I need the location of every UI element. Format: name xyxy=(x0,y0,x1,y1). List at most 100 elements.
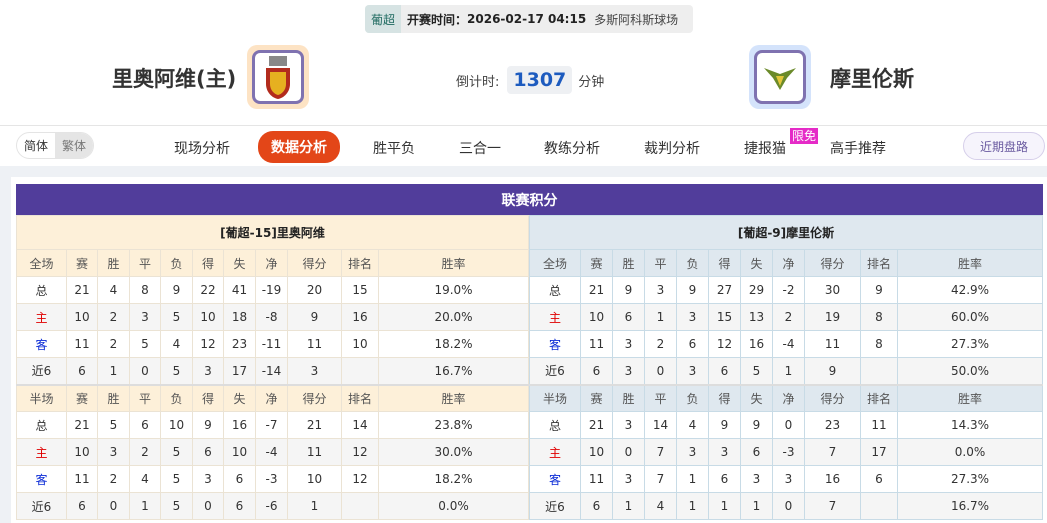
stat-cell: 12 xyxy=(341,465,379,493)
stat-cell: -11 xyxy=(255,330,288,358)
free-badge: 限免 xyxy=(790,128,819,144)
stat-cell: 9 xyxy=(804,357,861,385)
stat-cell: 16 xyxy=(804,465,861,493)
stat-cell: -19 xyxy=(255,276,288,304)
stat-cell: 10 xyxy=(192,303,224,331)
stat-cell: 18.2% xyxy=(378,465,529,493)
stat-cell: 3 xyxy=(676,438,709,466)
table-row: 近6 6 0 1 5 0 6 -6 1 0.0% xyxy=(16,492,529,520)
stat-cell: 4 xyxy=(129,465,161,493)
team-header-row: [葡超-9]摩里伦斯 xyxy=(529,215,1043,250)
stat-cell: 4 xyxy=(644,492,677,520)
stat-cell: 6 xyxy=(192,438,224,466)
stat-cell: 23 xyxy=(804,411,861,439)
stat-cell: 1 xyxy=(97,357,130,385)
language-toggle[interactable]: 简体 繁体 xyxy=(16,132,95,159)
row-label: 客 xyxy=(16,465,67,493)
tab-data-analysis[interactable]: 数据分析 xyxy=(258,131,340,163)
column-header: 失 xyxy=(740,249,773,277)
stat-cell: 10 xyxy=(66,303,98,331)
table-row: 总 21 9 3 9 27 29 -2 30 9 42.9% xyxy=(529,276,1043,304)
stat-cell: 15 xyxy=(708,303,741,331)
stat-cell: 10 xyxy=(341,330,379,358)
stat-cell: 2 xyxy=(129,438,161,466)
column-header: 净 xyxy=(255,249,288,277)
stat-cell: 0.0% xyxy=(897,438,1043,466)
away-team-name[interactable]: 摩里伦斯 xyxy=(830,67,914,91)
away-standings-table: [葡超-9]摩里伦斯 全场赛胜平负得失净得分 排名 胜率总 21 9 3 9 27 29 -2 30 9… xyxy=(529,215,1043,520)
stat-cell: 0.0% xyxy=(378,492,529,520)
stat-cell: 11 xyxy=(287,438,342,466)
lang-simplified[interactable]: 简体 xyxy=(24,139,49,153)
stat-cell: 9 xyxy=(612,276,645,304)
column-header: 失 xyxy=(740,383,773,412)
stat-cell: 10 xyxy=(223,438,256,466)
stat-cell: 0 xyxy=(97,492,130,520)
table-row: 近6 6 3 0 3 6 5 1 9 50.0% xyxy=(529,357,1043,385)
stat-cell: 0 xyxy=(192,492,224,520)
column-header: 失 xyxy=(223,249,256,277)
tab-jiebaomao[interactable]: 捷报猫 xyxy=(744,141,786,157)
stat-cell: 10 xyxy=(66,438,98,466)
countdown-value: 1307 xyxy=(507,66,573,94)
column-header: 胜率 xyxy=(378,249,529,277)
stat-cell: 6 xyxy=(740,438,773,466)
section-label: 全场 xyxy=(529,249,581,277)
column-header: 负 xyxy=(160,383,193,412)
recent-trend-button[interactable]: 近期盘路 xyxy=(963,132,1045,160)
moreirense-crest-icon xyxy=(764,68,796,90)
stat-cell: 6 xyxy=(676,330,709,358)
column-header-row: 全场赛胜平负得失净得分 排名 胜率 xyxy=(16,249,529,277)
row-label: 客 xyxy=(529,465,581,493)
row-label: 客 xyxy=(16,330,67,358)
column-header-row: 全场赛胜平负得失净得分 排名 胜率 xyxy=(529,249,1043,277)
column-header: 净 xyxy=(772,383,805,412)
stat-cell: 17 xyxy=(223,357,256,385)
match-info-bar: 葡超 开赛时间： 2026-02-17 04:15 多斯阿科斯球场 xyxy=(365,5,693,33)
stat-cell: 3 xyxy=(192,357,224,385)
stat-cell: 2 xyxy=(97,465,130,493)
tab-coach-analysis[interactable]: 教练分析 xyxy=(544,141,600,157)
section-label: 半场 xyxy=(16,383,67,412)
row-label: 总 xyxy=(16,411,67,439)
countdown: 倒计时: 1307 分钟 xyxy=(456,66,604,94)
stat-cell: 16 xyxy=(740,330,773,358)
column-header: 得分 xyxy=(287,383,342,412)
stat-cell: 3 xyxy=(97,438,130,466)
tab-expert-picks[interactable]: 高手推荐 xyxy=(830,141,886,157)
countdown-unit: 分钟 xyxy=(578,74,605,90)
tab-three-in-one[interactable]: 三合一 xyxy=(459,141,501,157)
home-team-logo[interactable] xyxy=(247,45,309,109)
column-header: 净 xyxy=(772,249,805,277)
table-row: 总 21 3 14 4 9 9 0 23 11 14.3% xyxy=(529,411,1043,439)
stat-cell: 1 xyxy=(644,303,677,331)
stat-cell: 16.7% xyxy=(897,492,1043,520)
column-header: 平 xyxy=(129,383,161,412)
stat-cell: 19 xyxy=(804,303,861,331)
stat-cell: 7 xyxy=(644,438,677,466)
column-header: 胜 xyxy=(97,249,130,277)
lang-traditional[interactable]: 繁体 xyxy=(55,133,94,158)
column-header: 排名 xyxy=(341,249,379,277)
stat-cell: 3 xyxy=(612,465,645,493)
column-header: 排名 xyxy=(860,249,898,277)
stat-cell: 9 xyxy=(676,276,709,304)
column-header-row: 半场赛胜平负得失净得分 排名 胜率 xyxy=(16,383,529,412)
stat-cell: 3 xyxy=(287,357,342,385)
home-team-name[interactable]: 里奥阿维(主) xyxy=(112,67,237,91)
team-header: [葡超-9]摩里伦斯 xyxy=(529,215,1043,250)
stat-cell: 1 xyxy=(676,492,709,520)
column-header: 赛 xyxy=(66,249,98,277)
stat-cell: 9 xyxy=(708,411,741,439)
stat-cell: 11 xyxy=(580,330,613,358)
stat-cell: 16 xyxy=(223,411,256,439)
league-tag[interactable]: 葡超 xyxy=(365,5,402,33)
stat-cell: 29 xyxy=(740,276,773,304)
tab-referee-analysis[interactable]: 裁判分析 xyxy=(644,141,700,157)
tab-live-analysis[interactable]: 现场分析 xyxy=(174,141,230,157)
away-team-logo[interactable] xyxy=(749,45,811,109)
tab-win-draw-loss[interactable]: 胜平负 xyxy=(373,141,415,157)
column-header: 负 xyxy=(676,249,709,277)
stat-cell: 21 xyxy=(66,276,98,304)
stat-cell xyxy=(860,357,898,385)
